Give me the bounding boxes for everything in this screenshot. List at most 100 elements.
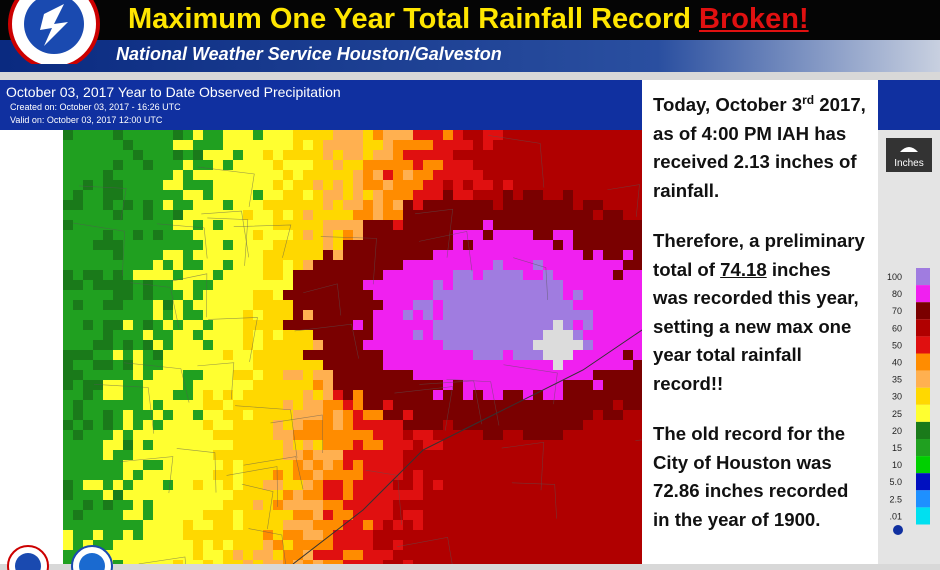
map-pixel	[133, 390, 143, 400]
map-pixel	[503, 540, 513, 550]
map-pixel	[483, 130, 493, 140]
map-pixel	[413, 370, 423, 380]
map-pixel	[433, 230, 443, 240]
map-pixel	[573, 130, 583, 140]
map-pixel	[163, 380, 173, 390]
map-pixel	[103, 360, 113, 370]
map-pixel	[593, 430, 603, 440]
map-pixel	[233, 550, 243, 560]
map-pixel	[353, 190, 363, 200]
map-pixel	[233, 410, 243, 420]
map-pixel	[573, 560, 583, 564]
map-pixel	[363, 450, 373, 460]
map-pixel	[363, 360, 373, 370]
map-pixel	[113, 270, 123, 280]
map-pixel	[363, 440, 373, 450]
map-pixel	[343, 450, 353, 460]
map-pixel	[513, 400, 523, 410]
map-pixel	[323, 370, 333, 380]
map-pixel	[383, 290, 393, 300]
map-pixel	[273, 540, 283, 550]
map-pixel	[103, 140, 113, 150]
map-pixel	[403, 380, 413, 390]
map-pixel	[183, 480, 193, 490]
map-pixel	[153, 490, 163, 500]
map-pixel	[103, 240, 113, 250]
map-pixel	[263, 220, 273, 230]
map-pixel	[73, 190, 83, 200]
map-pixel	[303, 260, 313, 270]
map-pixel	[203, 390, 213, 400]
map-pixel	[613, 190, 623, 200]
map-pixel	[93, 500, 103, 510]
map-pixel	[513, 260, 523, 270]
map-pixel	[353, 270, 363, 280]
map-pixel	[113, 160, 123, 170]
map-pixel	[253, 410, 263, 420]
map-pixel	[243, 310, 253, 320]
legend-label: 15	[892, 443, 902, 453]
map-pixel	[533, 230, 543, 240]
map-pixel	[483, 140, 493, 150]
map-pixel	[153, 180, 163, 190]
map-pixel	[183, 550, 193, 560]
map-pixel	[123, 270, 133, 280]
map-pixel	[73, 360, 83, 370]
map-pixel	[333, 390, 343, 400]
map-pixel	[193, 460, 203, 470]
map-pixel	[63, 160, 73, 170]
map-pixel	[173, 220, 183, 230]
map-pixel	[553, 130, 563, 140]
map-pixel	[633, 410, 642, 420]
map-pixel	[453, 270, 463, 280]
map-pixel	[123, 280, 133, 290]
map-pixel	[213, 460, 223, 470]
map-pixel	[503, 280, 513, 290]
map-pixel	[633, 320, 642, 330]
map-pixel	[173, 130, 183, 140]
map-pixel	[403, 550, 413, 560]
map-pixel	[183, 260, 193, 270]
map-pixel	[613, 330, 623, 340]
map-pixel	[353, 300, 363, 310]
map-pixel	[273, 490, 283, 500]
map-pixel	[453, 180, 463, 190]
map-pixel	[583, 230, 593, 240]
map-pixel	[223, 330, 233, 340]
map-pixel	[333, 440, 343, 450]
map-pixel	[453, 340, 463, 350]
map-pixel	[103, 210, 113, 220]
map-pixel	[303, 200, 313, 210]
map-pixel	[293, 230, 303, 240]
map-pixel	[253, 390, 263, 400]
map-pixel	[343, 230, 353, 240]
map-pixel	[273, 200, 283, 210]
map-pixel	[343, 130, 353, 140]
map-pixel	[163, 250, 173, 260]
map-pixel	[163, 180, 173, 190]
map-pixel	[573, 530, 583, 540]
map-pixel	[593, 270, 603, 280]
title-emphasis: Broken!	[699, 3, 809, 35]
map-pixel	[73, 530, 83, 540]
map-pixel	[163, 240, 173, 250]
map-pixel	[193, 280, 203, 290]
map-pixel	[453, 150, 463, 160]
map-pixel	[573, 280, 583, 290]
map-pixel	[513, 410, 523, 420]
map-pixel	[233, 460, 243, 470]
map-pixel	[143, 370, 153, 380]
map-pixel	[423, 550, 433, 560]
map-pixel	[353, 290, 363, 300]
map-pixel	[173, 500, 183, 510]
map-pixel	[383, 510, 393, 520]
map-pixel	[93, 300, 103, 310]
map-pixel	[603, 210, 613, 220]
map-pixel	[513, 520, 523, 530]
map-pixel	[363, 460, 373, 470]
map-pixel	[103, 190, 113, 200]
map-pixel	[173, 240, 183, 250]
map-pixel	[373, 500, 383, 510]
map-pixel	[393, 540, 403, 550]
map-pixel	[433, 150, 443, 160]
